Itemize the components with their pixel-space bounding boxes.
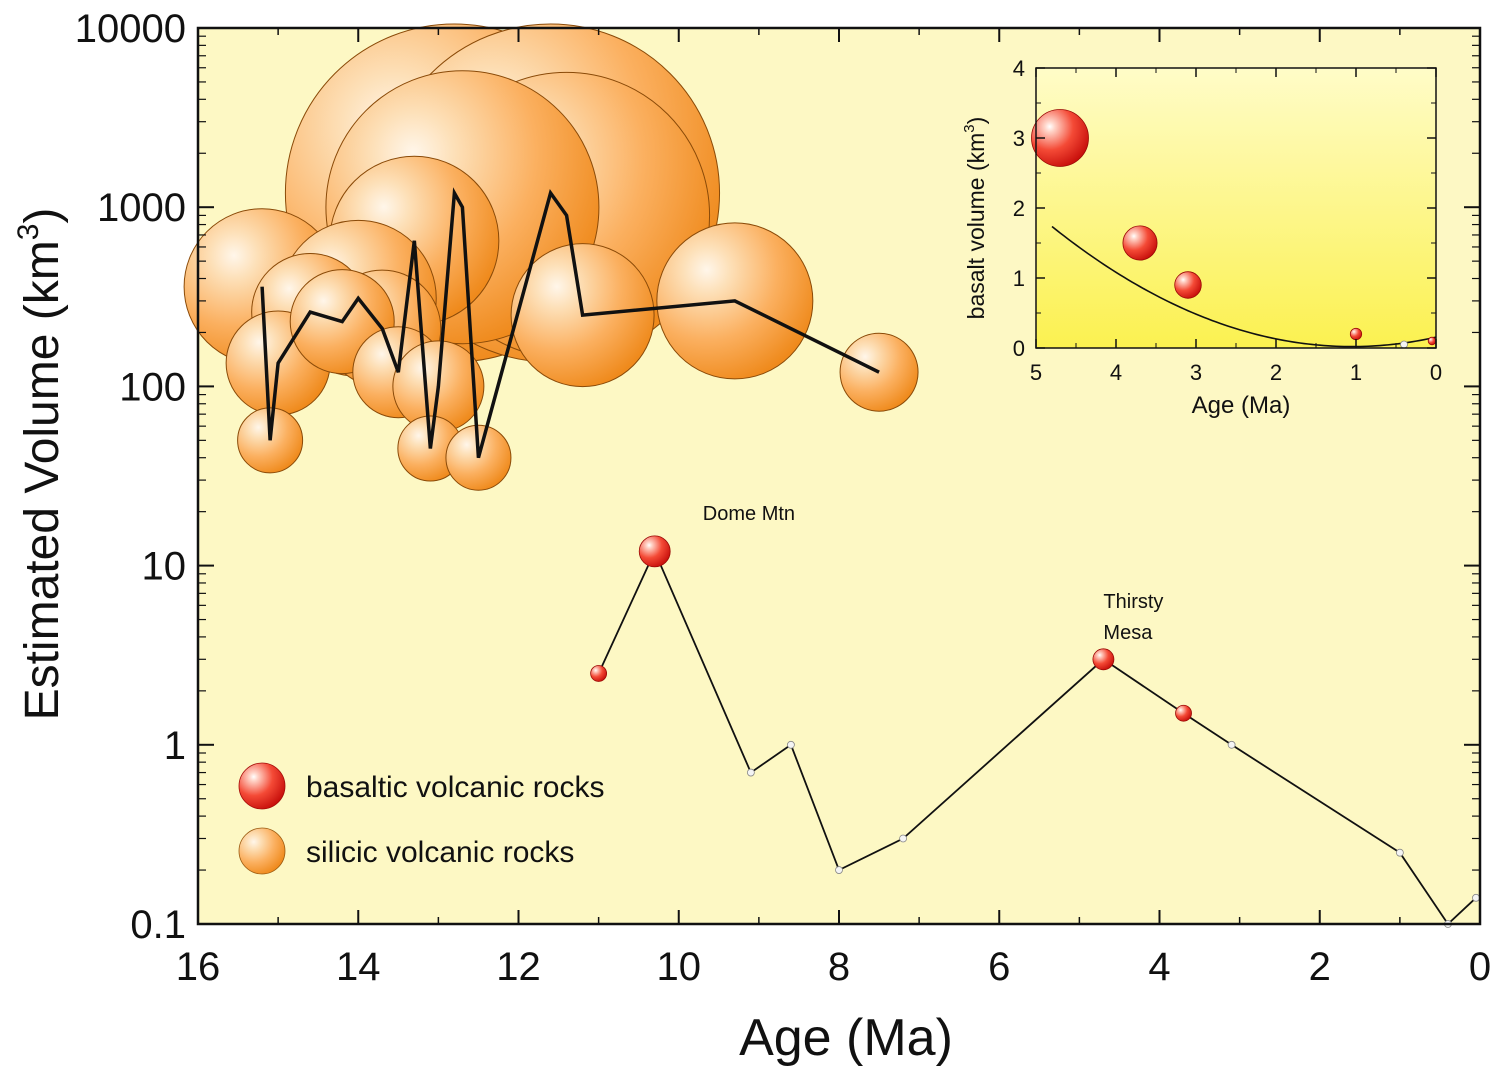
basalt-point-small bbox=[899, 834, 907, 843]
basalt-point bbox=[638, 535, 671, 568]
y-tick-label: 10 bbox=[142, 545, 187, 589]
x-tick-label: 14 bbox=[336, 945, 381, 989]
y-tick-label: 0.1 bbox=[130, 903, 186, 947]
annotation-mesa: Mesa bbox=[1103, 622, 1153, 644]
x-tick-label: 8 bbox=[828, 945, 850, 989]
inset-basalt-point bbox=[1349, 327, 1363, 341]
inset-basalt-point-small bbox=[1400, 340, 1408, 349]
inset-curve-line bbox=[1051, 225, 1437, 348]
inset-y-tick-label: 0 bbox=[1013, 336, 1025, 361]
y-tick-labels: 0.1 1 10 100 1000 10000 bbox=[75, 7, 186, 947]
inset-fit-curve bbox=[1051, 225, 1437, 348]
inset-basalt-point bbox=[1122, 225, 1158, 261]
x-tick-label: 16 bbox=[176, 945, 221, 989]
basalt-point-small bbox=[1395, 848, 1404, 857]
basalt-point-small bbox=[787, 740, 795, 749]
axis-ticks bbox=[197, 27, 1481, 925]
inset-basalt-point bbox=[1427, 336, 1437, 346]
y-axis-title: Estimated Volume (km3) bbox=[12, 208, 69, 721]
inset-x-tick-label: 5 bbox=[1030, 360, 1042, 385]
inset-x-tick-label: 3 bbox=[1190, 360, 1202, 385]
x-tick-labels: 16 14 12 10 8 6 4 2 0 bbox=[176, 945, 1491, 989]
inset-y-tick-label: 2 bbox=[1013, 196, 1025, 221]
inset-y-tick-labels: 0 1 2 3 4 bbox=[1013, 56, 1025, 361]
basalt-point bbox=[1175, 704, 1192, 722]
x-tick-label: 2 bbox=[1309, 945, 1331, 989]
y-tick-label: 10000 bbox=[75, 7, 186, 51]
x-tick-label: 4 bbox=[1148, 945, 1170, 989]
inset-x-tick-label: 4 bbox=[1110, 360, 1122, 385]
inset-x-tick-label: 0 bbox=[1430, 360, 1442, 385]
inset-y-axis-title: basalt volume (km3) bbox=[961, 117, 989, 320]
y-tick-label: 1 bbox=[164, 724, 186, 768]
inset-basalt-point bbox=[1031, 109, 1089, 167]
x-axis-title: Age (Ma) bbox=[739, 1009, 953, 1066]
basalt-point-small bbox=[835, 866, 843, 874]
annotation-dome-mtn: Dome Mtn bbox=[703, 503, 795, 525]
inset-x-tick-labels: 5 4 3 2 1 0 bbox=[1030, 360, 1442, 385]
basalt-point-small bbox=[1227, 740, 1236, 749]
inset-y-tick-label: 3 bbox=[1013, 126, 1025, 151]
inset-axis-ticks bbox=[1035, 67, 1437, 349]
basalt-point-small bbox=[1472, 893, 1480, 902]
x-tick-label: 6 bbox=[988, 945, 1010, 989]
x-tick-label: 10 bbox=[657, 945, 702, 989]
basaltic-markers bbox=[590, 535, 1480, 928]
legend-basalt-marker bbox=[238, 762, 286, 810]
basalt-point bbox=[1092, 648, 1115, 671]
y-tick-label: 1000 bbox=[97, 186, 186, 230]
annotation-thirsty: Thirsty bbox=[1103, 591, 1163, 613]
y-tick-label: 100 bbox=[119, 365, 186, 409]
legend-silicic-label: silicic volcanic rocks bbox=[306, 836, 574, 869]
silicic-series-line bbox=[260, 187, 880, 459]
basalt-series-line bbox=[597, 549, 1477, 926]
legend: basaltic volcanic rocks silicic volcanic… bbox=[238, 762, 604, 875]
inset-y-tick-label: 4 bbox=[1013, 56, 1025, 81]
basalt-point-small bbox=[746, 768, 755, 777]
legend-silicic-marker bbox=[238, 827, 286, 875]
legend-basalt-label: basaltic volcanic rocks bbox=[306, 771, 604, 804]
inset-plot-area bbox=[1036, 68, 1436, 348]
inset-x-axis-title: Age (Ma) bbox=[1192, 392, 1291, 419]
inset-basalt-point bbox=[1174, 271, 1202, 299]
basalt-point bbox=[590, 665, 608, 682]
x-tick-label: 12 bbox=[496, 945, 541, 989]
x-tick-label: 0 bbox=[1469, 945, 1491, 989]
inset-x-tick-label: 2 bbox=[1270, 360, 1282, 385]
inset-x-tick-label: 1 bbox=[1350, 360, 1362, 385]
inset-y-tick-label: 1 bbox=[1013, 266, 1025, 291]
inset-chart: 5 4 3 2 1 0 0 1 2 3 4 Age (Ma) basalt volume (km3… bbox=[961, 56, 1442, 419]
series-lines bbox=[260, 187, 1477, 926]
